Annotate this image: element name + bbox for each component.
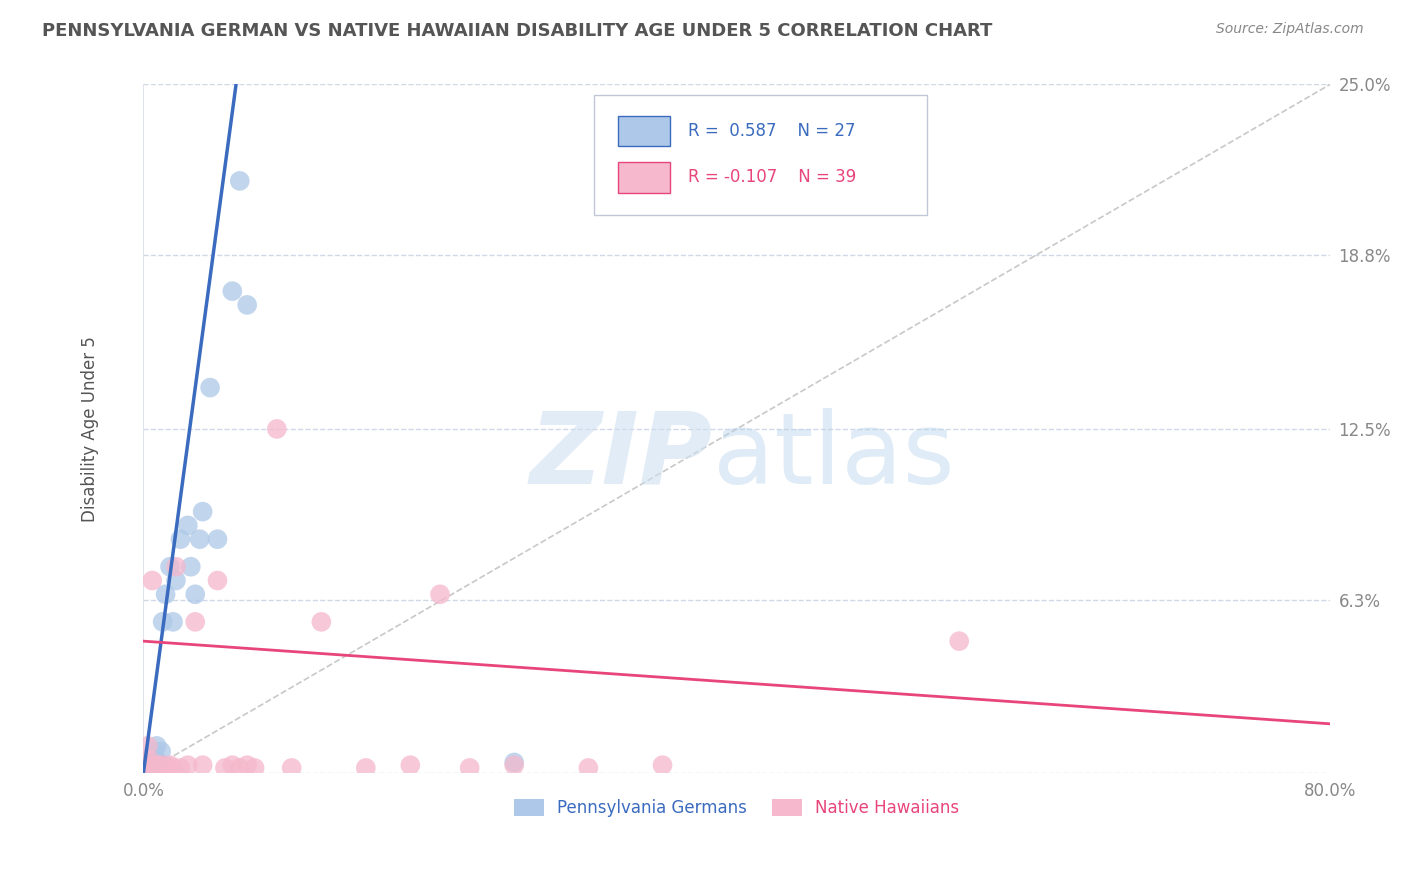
Text: PENNSYLVANIA GERMAN VS NATIVE HAWAIIAN DISABILITY AGE UNDER 5 CORRELATION CHART: PENNSYLVANIA GERMAN VS NATIVE HAWAIIAN D… xyxy=(42,22,993,40)
Point xyxy=(266,422,288,436)
FancyBboxPatch shape xyxy=(619,116,671,146)
Text: Disability Age Under 5: Disability Age Under 5 xyxy=(82,336,98,522)
Point xyxy=(165,559,187,574)
Point xyxy=(145,739,167,753)
Point xyxy=(134,758,156,772)
Point xyxy=(576,761,599,775)
Point xyxy=(143,758,166,772)
FancyBboxPatch shape xyxy=(619,162,671,193)
Point xyxy=(150,761,173,775)
Point xyxy=(132,761,155,775)
Point xyxy=(159,758,181,772)
Point xyxy=(354,761,377,775)
Point xyxy=(280,761,302,775)
Point xyxy=(243,761,266,775)
Point xyxy=(188,532,211,546)
Point xyxy=(136,739,159,753)
Point xyxy=(948,634,970,648)
Text: atlas: atlas xyxy=(713,408,955,505)
Point xyxy=(184,587,207,601)
Point xyxy=(429,587,451,601)
Point xyxy=(142,761,165,775)
Point xyxy=(458,761,481,775)
Point xyxy=(159,559,181,574)
Point xyxy=(221,758,243,772)
Text: Source: ZipAtlas.com: Source: ZipAtlas.com xyxy=(1216,22,1364,37)
Point xyxy=(207,574,229,588)
Point xyxy=(311,615,333,629)
Point xyxy=(162,615,184,629)
Point xyxy=(169,761,191,775)
Point xyxy=(229,761,252,775)
Point xyxy=(139,758,162,772)
Point xyxy=(651,758,673,772)
Point xyxy=(214,761,236,775)
Point xyxy=(145,761,167,775)
Point xyxy=(155,761,177,775)
Point xyxy=(236,298,259,312)
Point xyxy=(191,758,214,772)
Point xyxy=(399,758,422,772)
Legend: Pennsylvania Germans, Native Hawaiians: Pennsylvania Germans, Native Hawaiians xyxy=(508,792,966,823)
Point xyxy=(503,758,526,772)
Point xyxy=(221,284,243,298)
Point xyxy=(142,744,165,758)
Point xyxy=(143,750,166,764)
Point xyxy=(177,758,200,772)
Point xyxy=(132,761,155,775)
Point xyxy=(141,574,163,588)
Point xyxy=(146,758,169,772)
Point xyxy=(169,532,191,546)
Point xyxy=(152,615,174,629)
Point xyxy=(146,756,169,770)
Text: R = -0.107    N = 39: R = -0.107 N = 39 xyxy=(688,169,856,186)
Point xyxy=(139,758,162,772)
Point xyxy=(134,756,156,770)
Point xyxy=(136,761,159,775)
Text: R =  0.587    N = 27: R = 0.587 N = 27 xyxy=(688,122,855,140)
Point xyxy=(138,753,160,767)
Point xyxy=(150,744,173,758)
Point xyxy=(229,174,252,188)
Point xyxy=(165,574,187,588)
Point xyxy=(180,559,202,574)
Point xyxy=(207,532,229,546)
Point xyxy=(155,587,177,601)
Point xyxy=(198,381,221,395)
Point xyxy=(152,758,174,772)
Point xyxy=(177,518,200,533)
Point xyxy=(135,761,157,775)
Point xyxy=(503,756,526,770)
FancyBboxPatch shape xyxy=(595,95,927,215)
Point xyxy=(184,615,207,629)
Point xyxy=(236,758,259,772)
Point xyxy=(162,761,184,775)
Text: ZIP: ZIP xyxy=(530,408,713,505)
Point xyxy=(191,505,214,519)
Point xyxy=(138,753,160,767)
Point xyxy=(156,761,179,775)
